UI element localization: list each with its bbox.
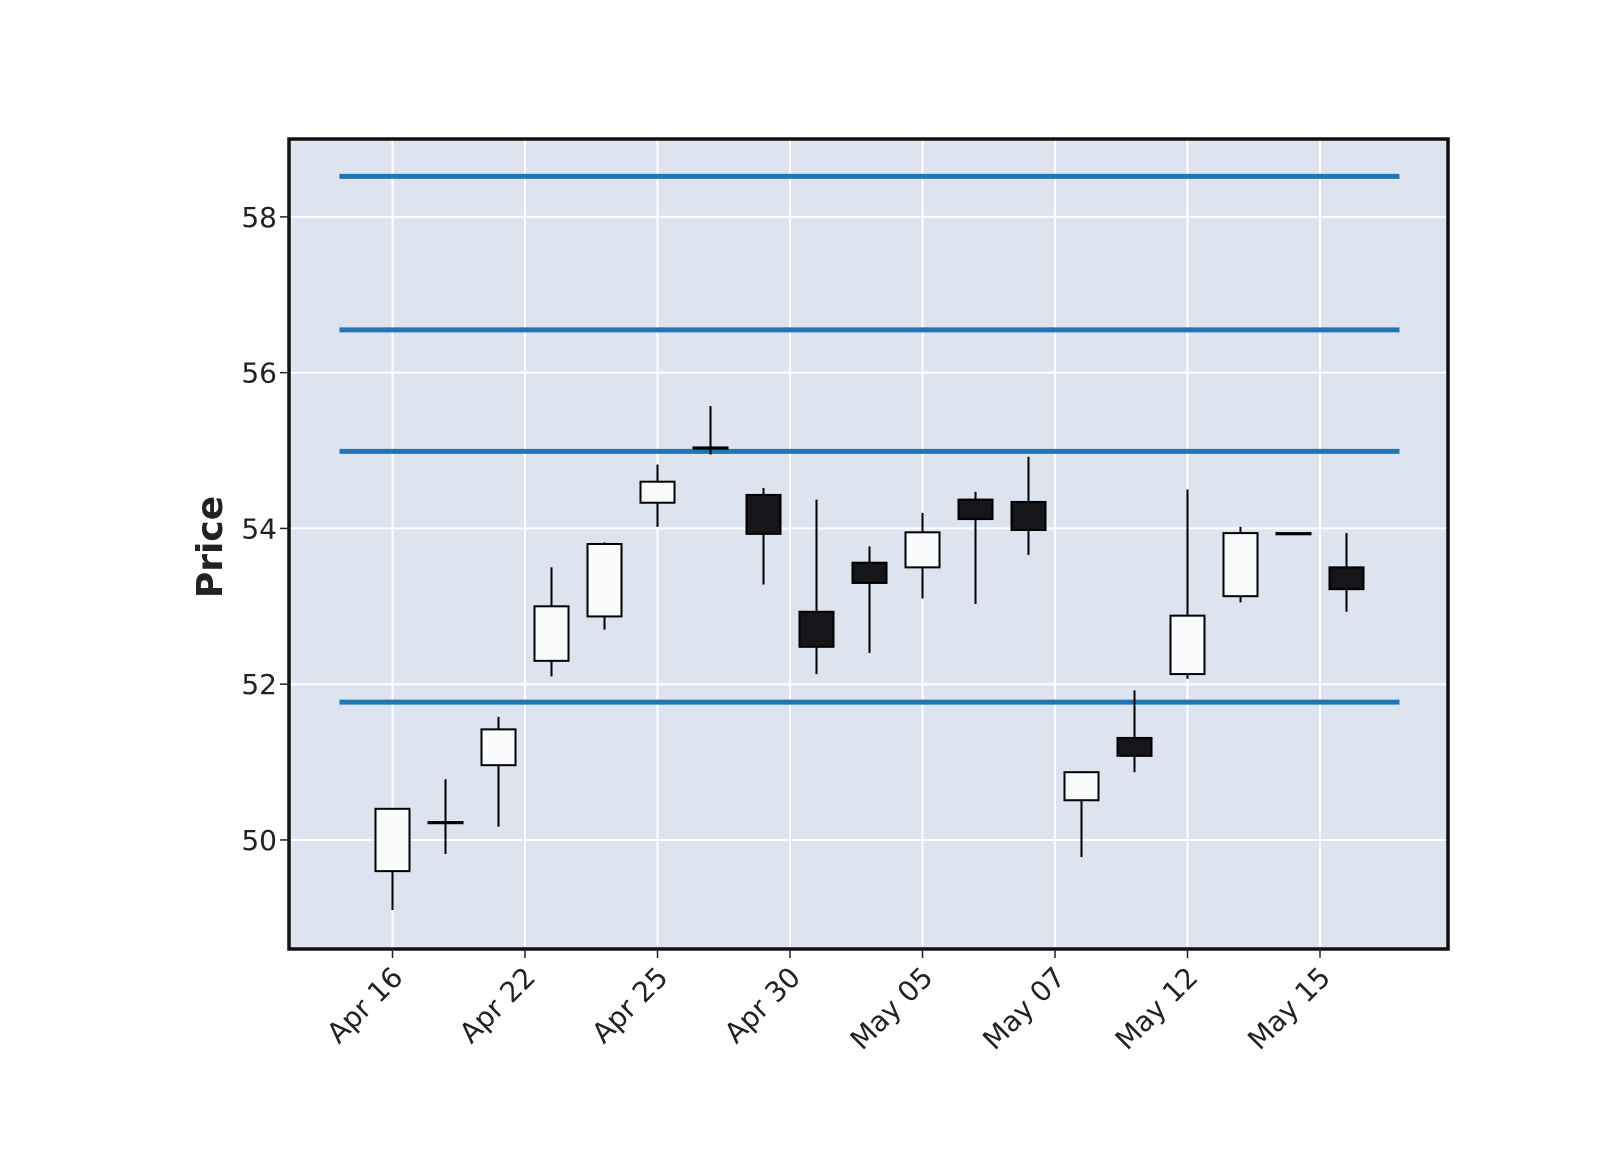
y-tick-label: 58 [241,201,277,234]
candle-body [639,480,676,504]
candle-body [427,821,464,825]
candle-body [851,561,888,584]
candle-body [533,605,570,662]
candle-up [639,464,676,527]
candle-up [533,567,570,677]
x-tick-label: May 07 [976,961,1072,1057]
x-tick-label: Apr 22 [453,961,542,1050]
candle-down [1116,690,1153,773]
y-axis-label: Price [190,496,231,598]
candle-body [745,493,782,535]
candle-down [798,499,835,675]
candle-down [957,491,994,604]
candle-body [1010,500,1047,531]
y-tick-label: 56 [241,357,277,390]
candle-down [745,487,782,585]
candle-body [1116,736,1153,757]
y-axis-ticks: 50 52 54 56 58 [241,201,289,857]
candle-up [692,406,729,455]
candle-up [427,779,464,854]
x-axis-ticks: Apr 16 Apr 22 Apr 25 Apr 30 May 05 May 07 May … [320,949,1337,1056]
y-tick-label: 50 [241,824,277,857]
candle-body [798,610,835,648]
candle-body [692,446,729,450]
x-tick-label: Apr 25 [585,961,674,1050]
candle-down [851,546,888,654]
candle-body [1169,614,1206,676]
candle-up [1222,526,1259,603]
y-tick-label: 54 [241,512,277,545]
candle-down [1010,456,1047,555]
candle-up [1169,489,1206,679]
candle-body [480,728,517,767]
candle-up [480,716,517,827]
candle-down [1328,533,1365,612]
x-tick-label: May 15 [1241,961,1337,1057]
candle-body [957,498,994,521]
x-tick-label: Apr 16 [320,961,409,1050]
candle-up [1275,532,1312,536]
candle-up [1063,771,1100,858]
candle-up [586,542,623,630]
x-tick-label: Apr 30 [718,961,807,1050]
plot-background [289,139,1448,949]
candle-body [904,531,941,569]
horizontal-lines [339,173,1400,705]
grid-lines [289,139,1448,949]
candle-body [1222,532,1259,598]
x-tick-label: May 12 [1109,961,1205,1057]
y-tick-label: 52 [241,668,277,701]
candle-body [1328,566,1365,591]
candle-up [904,512,941,599]
candles [374,406,1365,911]
candle-body [374,807,411,873]
x-tick-label: May 05 [844,961,940,1057]
candle-body [586,543,623,618]
candle-up [374,807,411,911]
candle-body [1063,771,1100,802]
candle-body [1275,532,1312,536]
plot-frame [287,137,1450,951]
